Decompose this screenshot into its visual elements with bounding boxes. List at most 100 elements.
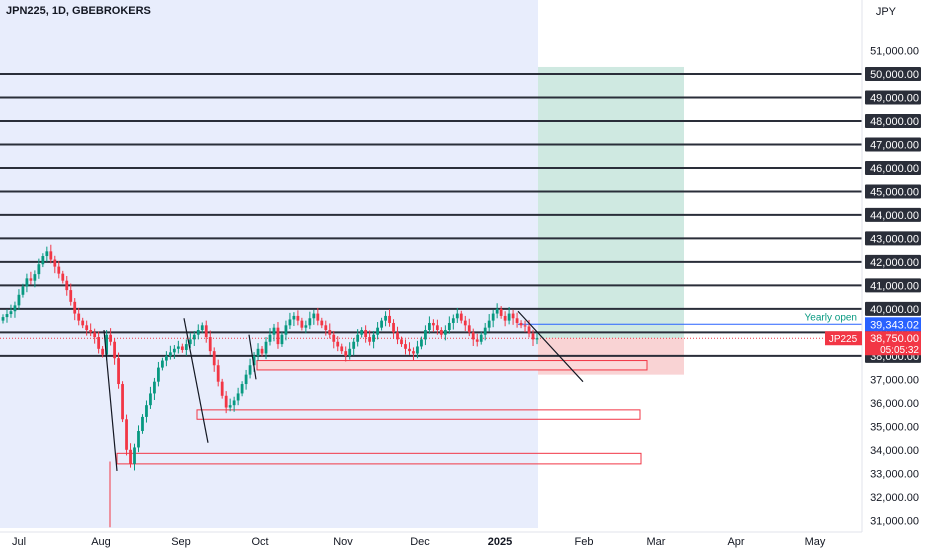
candle[interactable] <box>109 328 112 346</box>
candle[interactable] <box>117 352 120 389</box>
candle[interactable] <box>380 317 383 331</box>
candle[interactable] <box>531 329 535 346</box>
candle[interactable] <box>280 331 284 347</box>
candle[interactable] <box>447 316 451 334</box>
candle[interactable] <box>125 414 128 456</box>
candle[interactable] <box>435 319 439 335</box>
candle[interactable] <box>133 443 136 471</box>
candle[interactable] <box>93 328 97 344</box>
candle[interactable] <box>479 331 483 345</box>
candle[interactable] <box>157 361 160 387</box>
candle[interactable] <box>304 320 308 334</box>
candle[interactable] <box>85 320 89 336</box>
candle[interactable] <box>29 271 33 285</box>
candle[interactable] <box>77 307 81 326</box>
candle[interactable] <box>81 317 85 329</box>
candle[interactable] <box>212 347 216 372</box>
candle[interactable] <box>97 331 101 354</box>
candle[interactable] <box>308 311 312 330</box>
candle[interactable] <box>368 330 372 346</box>
candle[interactable] <box>284 320 288 341</box>
candle[interactable] <box>420 336 423 350</box>
candle[interactable] <box>292 312 296 327</box>
candle[interactable] <box>149 386 152 409</box>
candle[interactable] <box>5 309 9 323</box>
candle[interactable] <box>89 323 93 337</box>
candle[interactable] <box>184 339 188 356</box>
candle[interactable] <box>164 351 168 367</box>
candle[interactable] <box>244 369 248 390</box>
candle[interactable] <box>523 320 527 333</box>
candle[interactable] <box>49 244 53 264</box>
candle[interactable] <box>336 336 340 352</box>
candle[interactable] <box>352 338 356 356</box>
trend-line[interactable] <box>517 310 584 383</box>
candle[interactable] <box>264 337 268 360</box>
candle[interactable] <box>408 342 411 355</box>
candle[interactable] <box>499 306 503 319</box>
candle[interactable] <box>1 314 5 324</box>
candle[interactable] <box>73 298 77 321</box>
candle[interactable] <box>507 307 511 325</box>
candle[interactable] <box>65 276 69 296</box>
demand-zone-rect[interactable] <box>256 360 648 371</box>
candle[interactable] <box>216 359 220 387</box>
candle[interactable] <box>21 283 25 298</box>
candle[interactable] <box>25 273 29 293</box>
candle[interactable] <box>324 320 328 336</box>
candle[interactable] <box>475 333 479 347</box>
candle[interactable] <box>188 332 192 348</box>
candle[interactable] <box>61 270 65 284</box>
candle[interactable] <box>272 323 276 342</box>
candle[interactable] <box>511 309 515 325</box>
candle[interactable] <box>443 325 447 341</box>
candle[interactable] <box>176 340 180 354</box>
trend-line[interactable] <box>248 334 257 380</box>
take-profit-zone[interactable] <box>538 66 684 339</box>
candle[interactable] <box>503 311 507 327</box>
candle[interactable] <box>515 312 519 328</box>
candle[interactable] <box>328 323 332 339</box>
candle[interactable] <box>232 396 236 412</box>
candle[interactable] <box>455 307 459 323</box>
candle[interactable] <box>240 381 244 397</box>
candle[interactable] <box>180 343 184 353</box>
candle[interactable] <box>141 414 144 434</box>
trend-line[interactable] <box>183 318 209 443</box>
candle[interactable] <box>396 326 399 345</box>
candle[interactable] <box>145 400 148 423</box>
candle[interactable] <box>53 255 57 274</box>
candle[interactable] <box>129 443 132 468</box>
candle[interactable] <box>37 258 41 279</box>
candle[interactable] <box>220 378 224 399</box>
candle[interactable] <box>491 309 495 328</box>
candle[interactable] <box>57 260 61 279</box>
candle[interactable] <box>483 322 487 341</box>
currency-label[interactable]: JPY <box>875 6 896 18</box>
candle[interactable] <box>33 270 37 288</box>
candle[interactable] <box>439 327 443 338</box>
candle[interactable] <box>69 283 73 306</box>
candle[interactable] <box>228 398 232 412</box>
candle[interactable] <box>356 329 360 347</box>
candle[interactable] <box>204 320 208 343</box>
candle[interactable] <box>451 314 455 330</box>
candle[interactable] <box>431 319 435 332</box>
candle[interactable] <box>161 357 164 371</box>
candle[interactable] <box>137 425 140 453</box>
candle[interactable] <box>101 345 105 358</box>
candle[interactable] <box>384 311 387 327</box>
candle[interactable] <box>13 301 17 318</box>
candle[interactable] <box>196 324 200 340</box>
candle[interactable] <box>248 358 252 379</box>
candle[interactable] <box>45 246 49 262</box>
candle[interactable] <box>360 327 364 338</box>
candle[interactable] <box>168 345 172 360</box>
candle[interactable] <box>41 253 45 268</box>
candle[interactable] <box>495 303 499 319</box>
demand-zone-rect[interactable] <box>196 409 641 420</box>
candle[interactable] <box>296 310 300 326</box>
candle[interactable] <box>113 338 116 365</box>
candle[interactable] <box>260 345 264 357</box>
candle[interactable] <box>487 314 491 332</box>
